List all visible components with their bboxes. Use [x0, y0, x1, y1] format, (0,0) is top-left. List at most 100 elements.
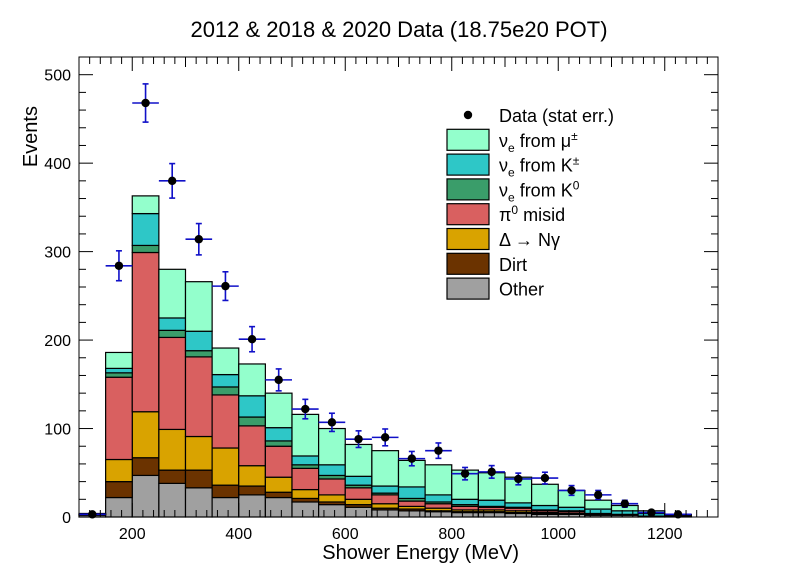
stack-bar-0-11 [371, 509, 400, 518]
x-tick-label-200: 200 [119, 526, 146, 543]
stack-bar-6-17 [531, 483, 559, 507]
stack-bar-4-7 [264, 440, 293, 447]
stack-bar-4-3 [158, 329, 187, 339]
y-tick-label-100: 100 [44, 422, 71, 439]
chart-title: 2012 & 2018 & 2020 Data (18.75e20 POT) [190, 17, 607, 42]
data-point-7 [274, 375, 283, 385]
stack-bar-5-4 [184, 330, 213, 352]
stack-bar-0-1 [105, 496, 133, 518]
stack-bar-3-5 [211, 394, 240, 449]
x-tick-label-800: 800 [438, 526, 465, 543]
stack-bar-0-15 [477, 511, 506, 518]
stack-bar-4-2 [131, 244, 160, 254]
x-tick-label-400: 400 [225, 526, 252, 543]
stack-bar-2-6 [238, 465, 266, 487]
stack-bar-2-1 [105, 458, 133, 483]
data-point-0 [88, 510, 97, 519]
legend-swatch-1 [446, 128, 490, 151]
stack-bar-5-10 [344, 475, 373, 486]
stack-bar-0-3 [158, 482, 187, 518]
stack-bar-2-7 [264, 476, 293, 493]
stack-bar-3-8 [291, 467, 320, 491]
stack-bar-1-2 [131, 457, 160, 477]
stack-bar-1-6 [238, 485, 266, 496]
legend-label-7: Other [499, 280, 544, 300]
legend-label-1: νe from μ± [499, 129, 578, 155]
legend: Data (stat err.) νe from μ±νe from K±νe f… [446, 106, 614, 300]
y-tick-label-400: 400 [44, 156, 71, 173]
data-point-10 [354, 434, 363, 444]
stack-bar-5-7 [264, 427, 293, 442]
stack-bar-3-11 [371, 494, 400, 505]
stack-bar-5-6 [238, 395, 266, 418]
data-point-12 [407, 454, 417, 463]
stack-bar-3-4 [184, 356, 213, 438]
stack-bar-2-4 [184, 435, 213, 471]
legend-swatch-4 [446, 203, 490, 226]
stack-bar-5-2 [131, 212, 160, 247]
stack-bar-1-4 [184, 469, 213, 489]
stack-bar-6-1 [105, 351, 133, 369]
stack-bar-3-1 [105, 376, 133, 461]
data-point-19 [593, 490, 603, 500]
stack-bar-5-17 [531, 504, 559, 511]
stack-bar-0-6 [238, 494, 266, 518]
legend-marker-data [463, 110, 473, 120]
stack-bar-0-10 [344, 506, 373, 518]
data-point-6 [247, 334, 257, 344]
data-point-17 [540, 473, 550, 483]
stack-bar-3-2 [131, 251, 160, 413]
legend-label-4: π0 misid [499, 203, 565, 225]
stack-bar-2-2 [131, 411, 160, 459]
data-point-2 [141, 98, 150, 108]
stack-bar-0-9 [318, 504, 346, 518]
stack-bar-4-1 [105, 372, 133, 378]
data-point-13 [434, 446, 443, 455]
stack-bar-5-12 [397, 486, 426, 500]
data-point-21 [647, 508, 656, 517]
stack-bar-6-3 [158, 268, 187, 319]
stack-bar-5-15 [477, 499, 506, 507]
stack-bar-6-7 [264, 392, 293, 429]
data-point-3 [167, 176, 177, 186]
data-point-15 [487, 467, 496, 477]
stack-bar-6-10 [344, 443, 373, 477]
data-point-20 [620, 499, 630, 508]
stack-bar-5-19 [584, 508, 613, 515]
legend-label-0: Data (stat err.) [499, 106, 614, 126]
stack-bar-5-3 [158, 317, 187, 331]
stack-bar-5-1 [105, 367, 133, 374]
stack-bar-2-3 [158, 428, 187, 471]
stack-bar-3-7 [264, 445, 293, 478]
stack-bar-6-11 [371, 450, 400, 487]
y-axis: 0 100 200 300 400 500 [44, 56, 718, 527]
stack-bar-0-4 [184, 487, 213, 518]
data-point-22 [673, 510, 683, 519]
data-point-4 [194, 235, 204, 244]
stack-bar-3-6 [238, 425, 266, 467]
stack-bar-5-5 [211, 373, 240, 388]
stack-bar-4-6 [238, 416, 266, 427]
data-point-5 [221, 281, 230, 291]
stack-bar-2-11 [371, 503, 400, 509]
stack-bar-6-5 [211, 347, 240, 376]
stack-bar-1-3 [158, 469, 187, 484]
y-tick-label-500: 500 [44, 68, 71, 85]
x-tick-label-1200: 1200 [647, 526, 683, 543]
stack-bar-4-5 [211, 386, 240, 396]
legend-swatch-3 [446, 178, 490, 201]
stack-bar-2-10 [344, 498, 373, 506]
y-axis-label: Events [20, 106, 42, 167]
stack-bar-5-11 [371, 485, 400, 494]
stack-bar-3-9 [318, 478, 346, 496]
stack-bar-0-5 [211, 496, 240, 518]
y-tick-label-300: 300 [44, 245, 71, 262]
stack-bar-0-13 [424, 511, 453, 518]
stack-bar-3-13 [424, 503, 453, 509]
stack-bar-2-9 [318, 494, 346, 503]
stack-bar-3-10 [344, 487, 373, 500]
legend-swatch-5 [446, 227, 490, 251]
legend-label-5: Δ → Nγ [499, 230, 560, 250]
legend-swatch-7 [446, 277, 490, 300]
stack-bar-1-1 [105, 481, 133, 499]
